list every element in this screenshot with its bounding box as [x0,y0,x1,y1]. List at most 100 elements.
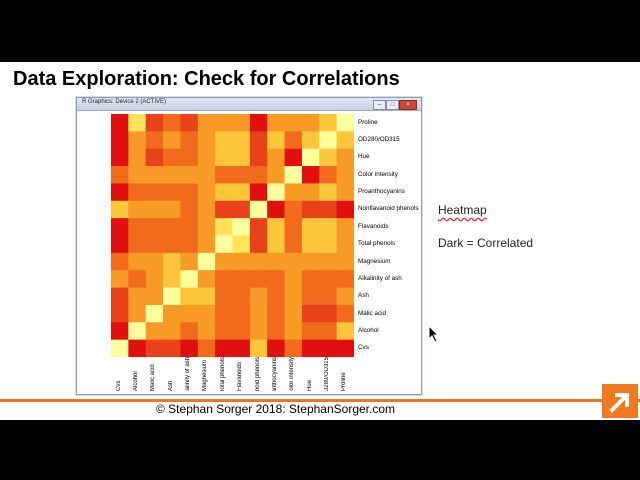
heatmap-cell [163,218,181,236]
heatmap-cell [197,287,216,306]
heatmap-cell [163,166,181,184]
heatmap-row-label: Proline [358,118,378,126]
note-heatmap: Heatmap [438,203,487,217]
heatmap-cell [145,166,164,184]
heatmap-cell [197,166,216,184]
mouse-cursor-icon [428,325,440,343]
heatmap-cell [301,166,320,184]
heatmap-row-label: Magnesium [358,257,391,265]
heatmap-cell [249,270,268,288]
heatmap-col-label: Alcohol [133,371,140,391]
heatmap-col-label: Color intensity [289,357,296,391]
heatmap-cell [336,183,354,202]
heatmap-cell [249,166,268,184]
heatmap-cell [267,235,285,254]
heatmap-cell [128,252,147,271]
r-graphics-window[interactable]: R Graphics: Device 2 (ACTIVE) – □ × Prol… [76,97,422,395]
heatmap-cell [180,131,199,150]
heatmap-cell [267,270,285,288]
heatmap-cell [197,114,216,132]
heatmap-cell [232,131,251,150]
heatmap-cell [301,235,320,254]
heatmap-cell [180,252,199,271]
heatmap-cell [267,304,285,323]
heatmap-cell [336,114,354,132]
heatmap-cell [232,218,251,236]
heatmap-cell [319,114,338,132]
heatmap-cell [111,114,129,132]
minimize-button[interactable]: – [373,100,386,110]
heatmap-row-label: Hue [358,153,370,161]
heatmap-cell [319,322,338,341]
heatmap-cell [163,235,181,254]
footer-copyright: © Stephan Sorger 2018: StephanSorger.com [156,402,395,416]
heatmap-cell [301,339,320,357]
heatmap-cell [145,131,164,150]
heatmap-cell [232,166,251,184]
heatmap-cell [301,322,320,341]
window-titlebar[interactable]: R Graphics: Device 2 (ACTIVE) – □ × [77,98,421,111]
heatmap-cell [284,322,303,341]
heatmap-cell [336,304,354,323]
heatmap-cell [215,218,233,236]
heatmap-cell [336,235,354,254]
heatmap-cell [301,287,320,306]
heatmap-cell [301,183,320,202]
heatmap-cell [163,287,181,306]
heatmap-cell [336,270,354,288]
heatmap-cell [249,322,268,341]
heatmap-row-label: Ash [358,292,369,300]
heatmap-cell [301,131,320,150]
heatmap-cell [215,114,233,132]
heatmap-cell [128,270,147,288]
heatmap-cell [197,200,216,219]
heatmap-cell [336,287,354,306]
heatmap-cell [163,131,181,150]
heatmap-cell [215,166,233,184]
heatmap-cell [232,235,251,254]
heatmap-cell [163,183,181,202]
heatmap-cell [145,183,164,202]
heatmap-cell [267,114,285,132]
heatmap-cell [319,183,338,202]
heatmap-cell [128,114,147,132]
heatmap-cell [232,322,251,341]
arrow-logo-icon [602,384,638,418]
close-button[interactable]: × [399,100,417,110]
heatmap-cell [319,304,338,323]
heatmap-cell [336,131,354,150]
heatmap-row-label: Nonflavanoid phenols [358,205,419,213]
heatmap-cell [232,148,251,167]
heatmap-cell [180,218,199,236]
heatmap-cell [249,114,268,132]
heatmap-cell [111,131,129,150]
heatmap-cell [197,235,216,254]
heatmap-cell [284,148,303,167]
heatmap-cell [319,148,338,167]
maximize-button[interactable]: □ [386,100,399,110]
heatmap-row-label: Proanthocyanins [358,188,405,196]
heatmap-cell [284,304,303,323]
heatmap-row-label: Cvs [358,344,369,352]
heatmap-cell [145,218,164,236]
heatmap-row-label: Flavanoids [358,222,389,230]
heatmap-cell [128,339,147,357]
heatmap-cell [267,218,285,236]
heatmap-cell [284,287,303,306]
heatmap-row-label: Total phenols [358,240,396,248]
heatmap-cell [319,252,338,271]
heatmap-cell [284,218,303,236]
heatmap-col-label: Alkalinity of ash [185,357,192,391]
heatmap-cell [197,304,216,323]
heatmap-cell [111,218,129,236]
heatmap-cell [284,270,303,288]
heatmap-cell [319,200,338,219]
heatmap-cell [215,200,233,219]
heatmap-cell [284,166,303,184]
heatmap-cell [249,131,268,150]
heatmap-cell [180,148,199,167]
heatmap-col-label: Ash [167,380,174,391]
heatmap-cell [180,304,199,323]
heatmap-cell [215,148,233,167]
heatmap-cell [301,114,320,132]
